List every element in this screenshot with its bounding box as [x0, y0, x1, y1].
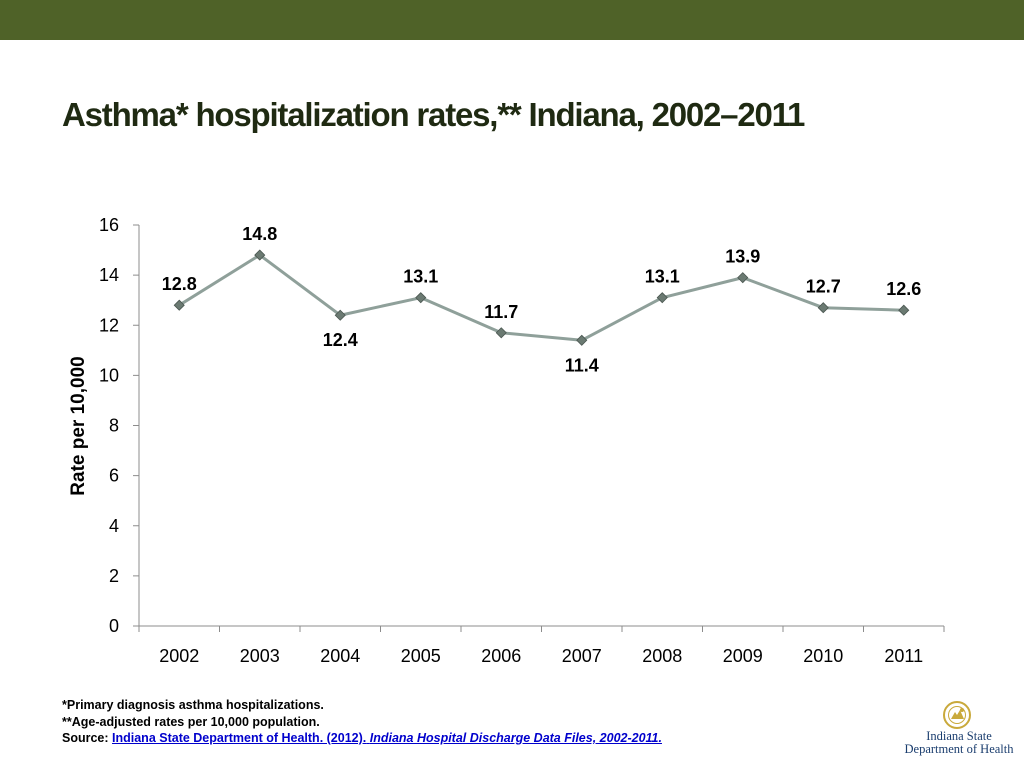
logo-line-1: Indiana State: [926, 729, 992, 743]
x-tick-label: 2011: [884, 646, 923, 666]
data-label: 11.4: [565, 355, 599, 375]
data-point: [656, 292, 668, 304]
y-tick-label: 2: [109, 566, 119, 586]
x-tick-label: 2003: [240, 646, 280, 666]
footnotes: *Primary diagnosis asthma hospitalizatio…: [62, 697, 822, 747]
x-tick-label: 2006: [481, 646, 521, 666]
data-point: [898, 304, 910, 316]
x-tick-label: 2007: [562, 646, 602, 666]
data-point: [173, 299, 185, 311]
data-point: [334, 309, 346, 321]
source-prefix: Source:: [62, 731, 113, 745]
data-label: 12.7: [806, 277, 841, 297]
data-label: 12.8: [162, 274, 197, 294]
data-point: [415, 292, 427, 304]
x-tick-label: 2009: [723, 646, 763, 666]
y-tick-label: 6: [109, 466, 119, 486]
y-axis-title: Rate per 10,000: [68, 356, 89, 495]
source-citation: Source: Indiana State Department of Heal…: [62, 730, 822, 747]
x-tick-label: 2010: [803, 646, 843, 666]
x-tick-label: 2004: [320, 646, 360, 666]
top-banner: [0, 0, 1024, 40]
isdh-logo: Indiana State Department of Health: [900, 700, 1018, 760]
y-tick-label: 14: [99, 265, 119, 285]
y-tick-label: 12: [99, 315, 119, 335]
series-line: [178, 253, 904, 342]
footnote-primary-diagnosis: *Primary diagnosis asthma hospitalizatio…: [62, 698, 324, 712]
data-point: [576, 334, 588, 346]
x-tick-label: 2002: [159, 646, 199, 666]
data-label: 12.6: [886, 279, 921, 299]
data-point: [817, 302, 829, 314]
data-label: 13.1: [645, 267, 680, 287]
data-point: [737, 272, 749, 284]
source-link[interactable]: Indiana State Department of Health. (201…: [112, 731, 662, 745]
slide-title: Asthma* hospitalization rates,** Indiana…: [62, 96, 805, 133]
y-tick-label: 16: [99, 215, 119, 235]
source-title: Indiana Hospital Discharge Data Files, 2…: [369, 731, 662, 745]
x-tick-label: 2008: [642, 646, 682, 666]
chart-axes: 0 2 4 6 8 10 12 14 16 2002 2003 2004 2005 2006 2007 200…: [99, 215, 945, 666]
data-label: 12.4: [323, 330, 358, 350]
data-label: 11.7: [484, 302, 518, 322]
data-point: [254, 249, 266, 261]
chart-series: 12.8 14.8 12.4 13.1 11.7 11.4 13.1 13.9 12.7 12.6: [162, 224, 922, 375]
logo-line-2: Department of Health: [904, 742, 1014, 756]
y-tick-label: 8: [109, 416, 119, 436]
data-label: 13.9: [725, 247, 760, 267]
y-tick-label: 10: [99, 365, 119, 385]
state-seal-icon: [943, 701, 971, 729]
data-label: 13.1: [403, 267, 438, 287]
data-label: 14.8: [242, 224, 277, 244]
logo-text: Indiana State Department of Health: [900, 730, 1018, 756]
line-chart: 0 2 4 6 8 10 12 14 16 2002 2003 2004 2005 2006 2007 200…: [68, 215, 945, 666]
source-link-text: Indiana State Department of Health. (201…: [112, 731, 367, 745]
x-tick-label: 2005: [401, 646, 441, 666]
y-tick-label: 0: [109, 616, 119, 636]
footnote-age-adjusted: **Age-adjusted rates per 10,000 populati…: [62, 714, 320, 729]
data-point: [495, 327, 507, 339]
y-tick-label: 4: [109, 516, 119, 536]
